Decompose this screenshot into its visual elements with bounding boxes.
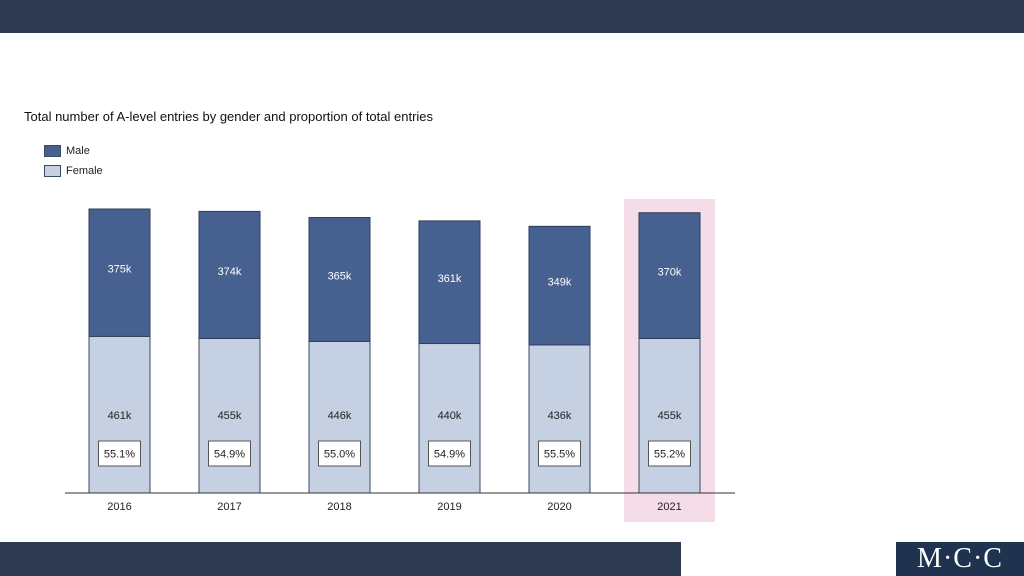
share-box-2018 bbox=[318, 440, 361, 467]
bar-male-2017 bbox=[198, 210, 261, 339]
data-label-female-2020: 436k bbox=[548, 410, 572, 422]
share-label-2016: 55.1% bbox=[104, 449, 135, 461]
bar-female-2016 bbox=[88, 335, 151, 494]
bar-female-2017 bbox=[198, 337, 261, 494]
data-label-male-2021: 370k bbox=[658, 267, 682, 279]
legend-swatch-female bbox=[44, 165, 61, 177]
data-label-male-2019: 361k bbox=[438, 273, 462, 285]
bar-male-2020 bbox=[528, 225, 591, 346]
bar-male-2016 bbox=[88, 208, 151, 337]
share-box-2017 bbox=[208, 440, 251, 467]
x-tick-label-2017: 2017 bbox=[217, 501, 241, 513]
data-label-female-2019: 440k bbox=[438, 410, 462, 422]
data-label-female-2016: 461k bbox=[108, 410, 132, 422]
share-box-2021 bbox=[648, 440, 691, 467]
x-tick-label-2020: 2020 bbox=[547, 501, 571, 513]
share-label-2017: 54.9% bbox=[214, 449, 245, 461]
legend-item-male: Male bbox=[44, 142, 103, 160]
share-label-2020: 55.5% bbox=[544, 449, 575, 461]
legend-item-female: Female bbox=[44, 162, 103, 180]
bar-female-2020 bbox=[528, 344, 591, 494]
legend-swatch-male bbox=[44, 145, 61, 157]
share-label-2018: 55.0% bbox=[324, 449, 355, 461]
data-label-female-2017: 455k bbox=[218, 410, 242, 422]
x-tick-label-2019: 2019 bbox=[437, 501, 461, 513]
share-box-2016 bbox=[98, 440, 141, 467]
mcc-logo: M·C·C bbox=[896, 542, 1024, 576]
x-tick-label-2016: 2016 bbox=[107, 501, 131, 513]
legend-label-male: Male bbox=[66, 145, 90, 157]
top-banner bbox=[0, 0, 1024, 33]
bar-female-2021 bbox=[638, 337, 701, 494]
bar-male-2021 bbox=[638, 212, 701, 339]
share-box-2019 bbox=[428, 440, 471, 467]
data-label-male-2018: 365k bbox=[328, 270, 352, 282]
chart-title: Total number of A-level entries by gende… bbox=[24, 109, 434, 124]
chart-legend: Male Female bbox=[44, 142, 103, 182]
bottom-banner bbox=[0, 542, 681, 576]
data-label-female-2018: 446k bbox=[328, 410, 352, 422]
data-label-male-2020: 349k bbox=[548, 277, 572, 289]
data-label-male-2016: 375k bbox=[108, 264, 132, 276]
share-label-2019: 54.9% bbox=[434, 449, 465, 461]
bar-male-2018 bbox=[308, 216, 371, 342]
x-tick-label-2021: 2021 bbox=[657, 501, 681, 513]
data-label-female-2021: 455k bbox=[658, 410, 682, 422]
data-label-male-2017: 374k bbox=[218, 266, 242, 278]
bar-male-2019 bbox=[418, 220, 481, 345]
x-tick-label-2018: 2018 bbox=[327, 501, 351, 513]
share-box-2020 bbox=[538, 440, 581, 467]
share-label-2021: 55.2% bbox=[654, 449, 685, 461]
legend-label-female: Female bbox=[66, 165, 103, 177]
